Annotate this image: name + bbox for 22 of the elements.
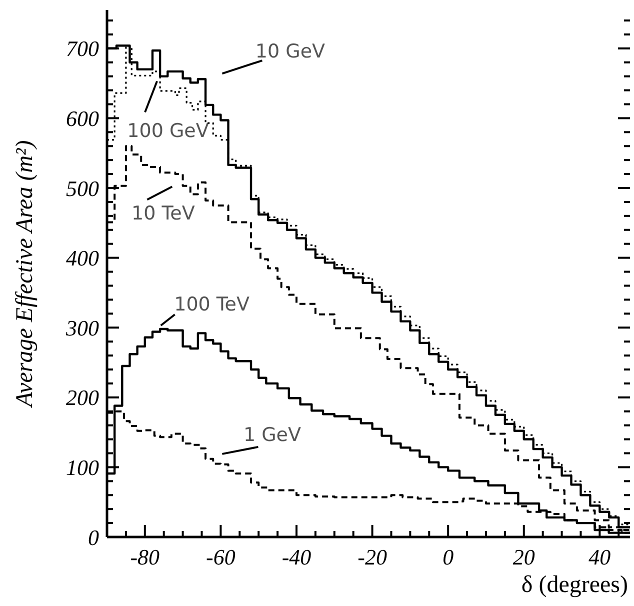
- x-tick-label: 20: [512, 544, 535, 570]
- y-tick-label: 600: [66, 106, 99, 131]
- x-tick-label: -60: [206, 544, 236, 570]
- annotation: 10 TeV: [132, 202, 195, 225]
- y-tick-label: 200: [66, 385, 99, 410]
- y-axis-title: Average Effective Area (m²): [12, 140, 38, 409]
- y-tick-label: 0: [88, 524, 99, 550]
- x-tick-label: -40: [282, 544, 312, 570]
- y-tick-label: 700: [66, 36, 99, 62]
- x-axis-title: δ (degrees): [521, 572, 628, 598]
- x-tick-label: 0: [442, 544, 454, 570]
- annotation: 10 GeV: [255, 40, 326, 63]
- y-tick-label: 300: [65, 315, 99, 340]
- x-tick-label: 40: [588, 544, 611, 570]
- annotation: 1 GeV: [243, 424, 301, 446]
- y-tick-label: 400: [66, 246, 99, 271]
- y-tick-label: 500: [66, 176, 99, 201]
- annotation: 100 GeV: [127, 120, 209, 142]
- y-tick-label: 100: [66, 455, 99, 480]
- annotation: 100 TeV: [174, 294, 250, 316]
- x-tick-label: -80: [130, 544, 160, 570]
- x-tick-label: -20: [358, 544, 387, 570]
